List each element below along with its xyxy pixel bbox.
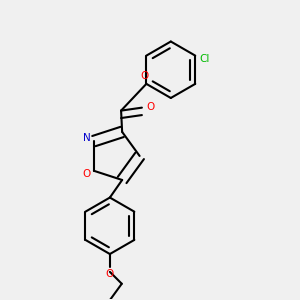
- Text: O: O: [146, 102, 154, 112]
- Text: O: O: [141, 71, 149, 82]
- Text: O: O: [106, 269, 114, 279]
- Text: O: O: [82, 169, 91, 179]
- Text: Cl: Cl: [200, 54, 210, 64]
- Text: N: N: [83, 133, 91, 143]
